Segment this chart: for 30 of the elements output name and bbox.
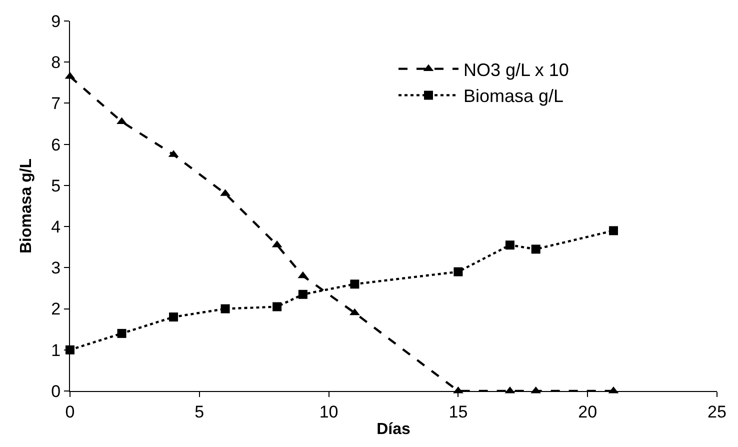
point — [117, 328, 126, 338]
point — [608, 226, 618, 236]
x-tick-label: 10 — [319, 402, 338, 422]
y-tick-label: 1 — [51, 340, 61, 360]
y-tick-label: 9 — [51, 12, 61, 31]
x-axis-title: Días — [376, 421, 410, 438]
x-tick-label: 25 — [708, 402, 726, 422]
point — [454, 267, 463, 276]
point — [531, 244, 540, 254]
y-axis-title: Biomasa g/L — [18, 158, 36, 254]
point — [505, 240, 514, 250]
point — [272, 302, 282, 312]
y-tick-label: 0 — [51, 382, 61, 401]
x-tick-label: 15 — [448, 402, 468, 422]
y-tick-label: 7 — [51, 94, 61, 114]
legend-label: NO3 g/L x 10 — [464, 60, 569, 80]
point — [298, 290, 308, 299]
y-tick-label: 4 — [51, 218, 61, 237]
point — [350, 280, 360, 289]
point — [169, 312, 178, 322]
y-tick-label: 8 — [51, 53, 61, 72]
x-tick-label: 0 — [65, 402, 75, 422]
legend-label: Biomasa g/L — [464, 86, 564, 106]
x-tick-label: 20 — [578, 402, 598, 422]
y-tick-label: 5 — [51, 176, 61, 196]
x-tick-label: 5 — [194, 402, 204, 422]
y-tick-label: 2 — [51, 300, 61, 319]
y-tick-label: 6 — [51, 135, 61, 154]
point — [220, 304, 230, 314]
y-tick-label: 3 — [51, 258, 61, 278]
